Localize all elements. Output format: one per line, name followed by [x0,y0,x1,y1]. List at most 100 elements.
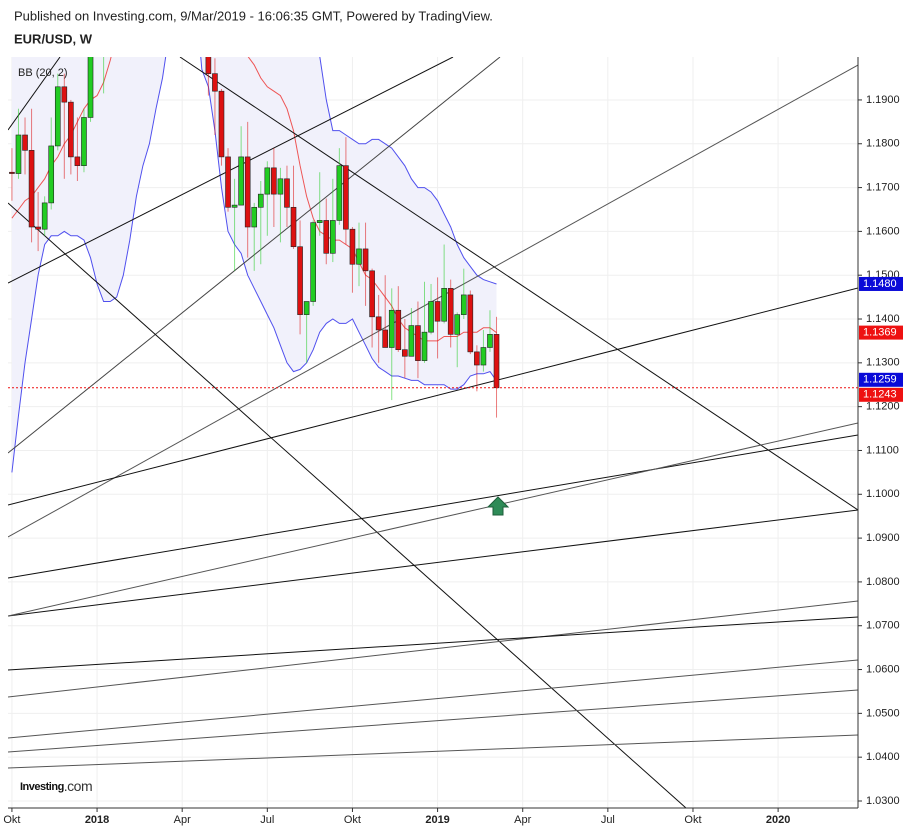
candle-body [395,309,402,350]
candles [9,57,500,418]
candle-body [74,156,81,166]
candle-body [28,150,35,228]
candle-body [447,288,454,335]
price-tag-label: 1.1243 [863,389,897,401]
candle-body [487,334,493,348]
arrow-annotation [486,496,510,516]
y-tick-label: 1.1600 [866,225,900,237]
candle-body [336,165,343,221]
trend-line [179,57,858,511]
candle-body [251,206,258,228]
candle-body [264,167,271,195]
y-tick-label: 1.0500 [866,707,900,719]
candle-body [434,301,441,322]
x-tick-label: 2019 [425,814,449,826]
candle-body [467,294,474,353]
candle-body [415,325,421,361]
candle-body [244,156,251,228]
candle-body [382,329,388,348]
indicator-label: BB (20, 2) [18,67,68,79]
y-tick-label: 1.1400 [866,313,900,325]
x-tick-label: Apr [174,814,191,826]
band-upper [319,57,497,285]
candle-body [284,178,290,208]
x-tick-label: Okt [344,814,361,826]
candle-body [68,101,74,158]
y-tick-label: 1.0900 [866,532,900,544]
candle-body [212,73,218,92]
candle-body [225,156,231,208]
candle-body [9,171,15,174]
candle-body [441,288,447,322]
price-tag-label: 1.1259 [863,374,897,386]
header: Published on Investing.com, 9/Mar/2019 -… [14,8,493,23]
axes: 1.0300 1.0400 1.0500 1.0600 1.0700 1.0800 1.09… [3,94,899,826]
candle-body [297,246,303,315]
price-tag-label: 1.1480 [863,278,897,290]
trend-lines [8,57,858,808]
y-tick-label: 1.1200 [866,401,900,413]
x-tick-label: Jul [601,814,615,826]
y-tick-label: 1.1300 [866,357,900,369]
candle-body [402,349,408,357]
candle-body [48,145,55,204]
candle-body [316,220,323,223]
trend-line [8,616,858,671]
candle-body [277,178,284,195]
trend-line [8,287,858,506]
trend-line [8,689,858,753]
candle-body [356,248,362,265]
y-tick-label: 1.1900 [866,94,900,106]
candle-body [421,331,428,361]
x-tick-label: Apr [514,814,531,826]
candle-body [81,117,87,166]
price-tag [859,387,903,402]
logo-brand: Investing [20,781,64,793]
x-tick-label: 2020 [766,814,790,826]
price-tag [859,325,903,340]
trend-line [8,64,858,538]
candle-body [61,86,68,103]
candle-body [54,86,61,147]
trend-line [8,659,858,739]
band-lower [11,57,497,473]
y-tick-label: 1.1700 [866,181,900,193]
x-tick-label: Jul [260,814,274,826]
trend-line [8,57,61,131]
candle-body [87,57,94,118]
y-tick-label: 1.1100 [866,444,899,456]
trend-line [8,202,687,808]
price-tag [859,276,903,291]
candle-body [375,316,382,331]
candle-body [35,226,41,230]
y-tick-label: 1.1800 [866,138,900,150]
trend-line [8,734,858,769]
candle-body [271,167,277,195]
x-tick-label: Okt [684,814,701,826]
y-tick-label: 1.1000 [866,488,900,500]
candle-body [369,270,375,318]
candle-body [330,220,336,254]
candle-body [343,165,349,230]
y-tick-label: 1.0700 [866,620,900,632]
candle-body [231,204,238,208]
candle-body [362,248,369,272]
x-tick-label: Okt [3,814,20,826]
candle-body [41,202,48,230]
candle-body [460,294,467,315]
trend-line [8,509,858,617]
candle-body [15,134,22,174]
candle-body [257,193,264,208]
candle-body [218,90,225,158]
candle-body [310,222,316,302]
y-tick-label: 1.0300 [866,795,900,807]
candle-body [303,301,310,315]
candle-body [349,228,356,265]
candle-body [480,347,487,366]
candle-body [493,334,500,389]
candle-body [290,206,297,248]
trend-line [8,600,858,698]
candle-body [323,220,330,254]
candle-body [22,134,28,151]
